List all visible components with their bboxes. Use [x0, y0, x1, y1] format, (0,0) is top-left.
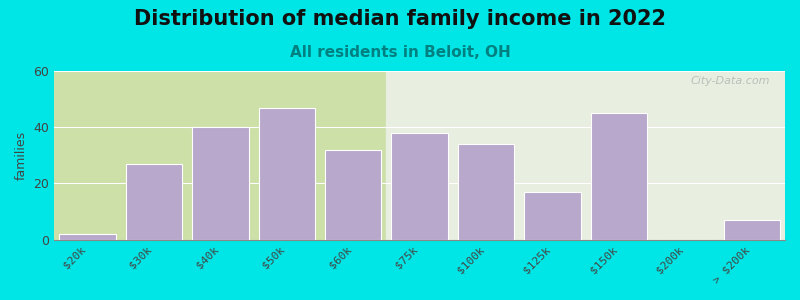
Y-axis label: families: families	[15, 131, 28, 180]
Bar	[590, 113, 647, 240]
Bar	[723, 220, 780, 240]
Bar	[59, 234, 116, 240]
Text: Distribution of median family income in 2022: Distribution of median family income in …	[134, 9, 666, 29]
Bar	[325, 150, 382, 240]
Bar	[458, 144, 514, 240]
Text: All residents in Beloit, OH: All residents in Beloit, OH	[290, 45, 510, 60]
Bar	[54, 71, 386, 240]
Bar	[386, 71, 785, 240]
Bar	[126, 164, 182, 240]
Bar	[524, 192, 581, 240]
Text: City-Data.com: City-Data.com	[691, 76, 770, 86]
Bar	[391, 133, 448, 240]
Bar	[192, 127, 249, 240]
Bar	[258, 107, 315, 240]
